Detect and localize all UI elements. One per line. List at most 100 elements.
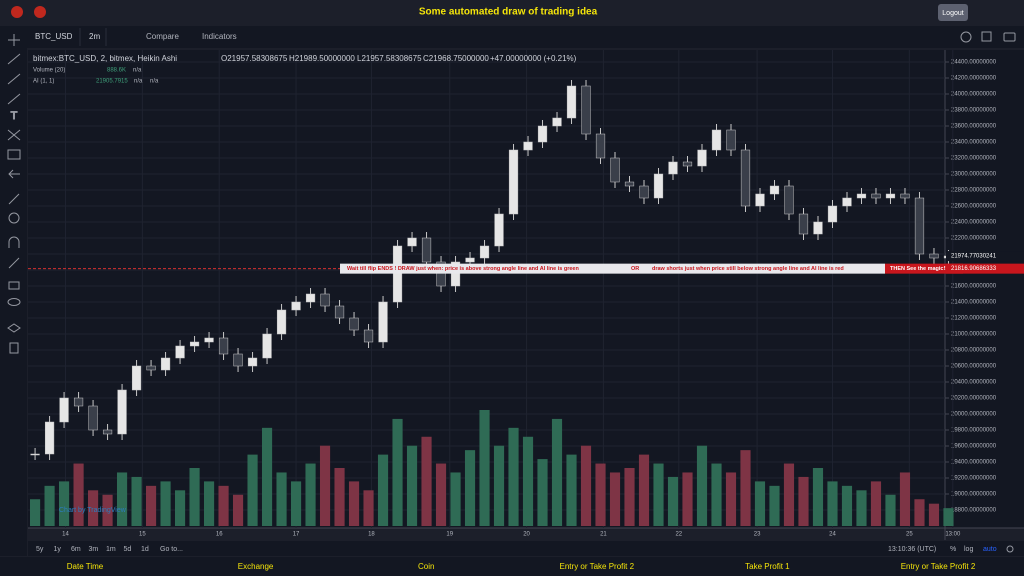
legend-change: +47.00000000 (+0.21%) xyxy=(490,54,577,63)
range-button[interactable]: 1m xyxy=(106,546,116,553)
ruler-icon[interactable] xyxy=(8,193,20,205)
volume-bar xyxy=(363,490,374,526)
zoom-icon[interactable] xyxy=(8,212,20,224)
candle xyxy=(566,85,577,119)
volume-bar xyxy=(290,481,302,526)
auto-toggle[interactable]: auto xyxy=(983,546,997,553)
volume-bar xyxy=(522,436,534,526)
volume-bar xyxy=(638,454,650,526)
candle xyxy=(131,365,142,391)
indicators[interactable]: Indicators xyxy=(202,32,237,41)
volume-bar xyxy=(667,476,679,526)
fib-icon[interactable] xyxy=(7,73,21,85)
y-tick-label: 22600.00000000 xyxy=(951,204,997,210)
lock-icon[interactable] xyxy=(8,281,20,290)
text-icon[interactable]: T xyxy=(10,109,18,122)
candle xyxy=(726,129,736,151)
range-button[interactable]: 6m xyxy=(71,546,81,553)
volume-bar xyxy=(551,418,563,526)
candle xyxy=(363,329,374,343)
candle xyxy=(929,253,939,259)
ai-value: 21905.7915 xyxy=(96,79,128,85)
camera-icon[interactable] xyxy=(1003,32,1016,42)
candle xyxy=(914,197,925,255)
logo xyxy=(34,6,46,18)
footer xyxy=(0,557,1024,576)
volume-bar xyxy=(189,468,200,526)
compare[interactable]: Compare xyxy=(146,32,179,41)
footer-label: Take Profit 1 xyxy=(745,562,790,571)
range-button[interactable]: 5y xyxy=(36,546,44,553)
logout-button[interactable] xyxy=(938,4,968,21)
range-button[interactable]: 1y xyxy=(54,546,62,553)
annotation-box-red xyxy=(885,263,963,274)
y-tick-label: 23800.00000000 xyxy=(951,108,997,114)
measure-icon[interactable] xyxy=(7,149,21,160)
symbol[interactable]: BTC_USD xyxy=(35,32,73,41)
volume-bar xyxy=(421,436,432,526)
trend-icon[interactable] xyxy=(7,53,21,65)
x-tick-label: 21 xyxy=(600,532,607,538)
candle xyxy=(247,357,258,367)
layers-icon[interactable] xyxy=(7,323,21,333)
footer-label: Coin xyxy=(418,562,434,571)
volume-bar xyxy=(508,427,519,526)
y-tick-label: 18800.00000000 xyxy=(951,508,997,514)
magnet-icon[interactable] xyxy=(8,236,20,248)
candle xyxy=(392,245,403,303)
fullscreen-icon[interactable] xyxy=(981,31,992,42)
y-tick-label: 24200.00000000 xyxy=(951,76,997,82)
x-tick-label: 18 xyxy=(368,532,375,538)
percent-toggle[interactable]: % xyxy=(950,546,956,553)
y-tick-label: 22200.00000000 xyxy=(951,236,997,242)
volume-bar xyxy=(102,494,113,526)
candle xyxy=(769,185,780,195)
arrow-icon[interactable] xyxy=(8,169,20,179)
y-tick-label: 21600.00000000 xyxy=(951,284,997,290)
candle xyxy=(44,421,55,455)
line-price-tag xyxy=(946,263,1024,274)
page-title: Some automated draw of trading idea xyxy=(419,7,598,18)
log-toggle[interactable]: log xyxy=(964,546,973,553)
brush-icon[interactable] xyxy=(7,93,21,105)
candle xyxy=(856,193,867,199)
volume-bar xyxy=(928,503,940,526)
logo xyxy=(11,6,23,18)
volume-bar xyxy=(276,472,287,526)
interval[interactable]: 2m xyxy=(89,32,100,41)
toolbar xyxy=(0,26,1024,48)
range-button[interactable]: 3m xyxy=(89,546,99,553)
candle xyxy=(73,397,84,407)
volume-bar xyxy=(566,454,577,526)
volume-bar xyxy=(232,494,244,526)
candle xyxy=(334,305,345,319)
y-tick-label: 19000.00000000 xyxy=(951,492,997,498)
candle xyxy=(59,397,69,423)
annotation-box xyxy=(340,263,885,274)
goto[interactable]: Go to... xyxy=(160,546,183,553)
y-tick-label: 20800.00000000 xyxy=(951,348,997,354)
watermark[interactable]: Chart by TradingView xyxy=(59,507,127,514)
y-tick-label: 21400.00000000 xyxy=(951,300,997,306)
candle xyxy=(189,341,200,347)
y-tick-label: 19200.00000000 xyxy=(951,476,997,482)
volume-bar xyxy=(856,490,867,526)
range-button[interactable]: 5d xyxy=(124,546,132,553)
pattern-icon[interactable] xyxy=(7,129,21,141)
range-button[interactable]: 1d xyxy=(141,546,149,553)
volume-bar xyxy=(30,499,41,526)
eye-icon[interactable] xyxy=(7,298,21,306)
settings-icon[interactable] xyxy=(960,31,972,43)
trash-icon[interactable] xyxy=(9,342,19,354)
volume-bar xyxy=(131,476,142,526)
logout-label[interactable]: Logout xyxy=(942,10,963,17)
candle xyxy=(610,157,620,183)
lock-draw-icon[interactable] xyxy=(8,257,20,269)
x-tick-label: 13:00 xyxy=(945,532,961,538)
x-tick-label: 16 xyxy=(216,532,223,538)
settings-icon[interactable] xyxy=(1006,545,1014,553)
y-tick-label: 19400.00000000 xyxy=(951,460,997,466)
candle xyxy=(537,125,548,143)
line-price-label: 21816.90686333 xyxy=(951,266,997,272)
